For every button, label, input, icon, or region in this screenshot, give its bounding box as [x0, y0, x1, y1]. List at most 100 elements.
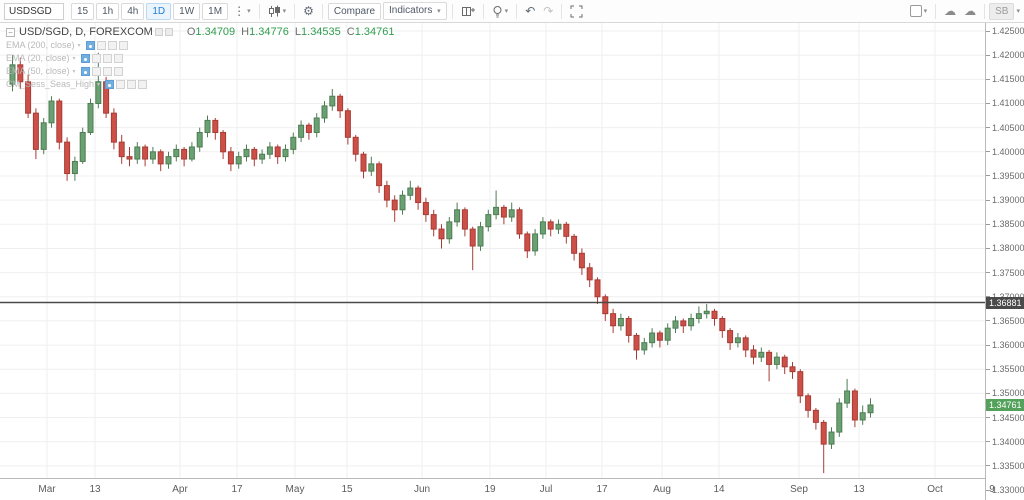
price-tick: 1.34000 [986, 437, 1024, 447]
price-tick: 1.39500 [986, 171, 1024, 181]
study-more-button[interactable] [113, 66, 123, 76]
price-tick: 1.37500 [986, 268, 1024, 278]
candle-body [586, 267, 593, 281]
study-delete-button[interactable] [102, 66, 112, 76]
ohlc-value: 1.34761 [354, 26, 395, 38]
symbol-title[interactable]: USD/SGD, D, FOREXCOM [19, 26, 153, 38]
toolbar-separator [258, 3, 260, 19]
indicators-button[interactable]: Indicators ▾ [383, 2, 447, 20]
study-more-button[interactable] [113, 53, 123, 63]
candle-body [422, 202, 429, 216]
candle-body [438, 228, 445, 240]
candle-body [376, 163, 383, 187]
load-chart-button[interactable]: ☁ [940, 5, 960, 17]
caret-down-icon: ▾ [1016, 8, 1020, 15]
caret-down-icon: ▾ [282, 8, 287, 15]
legend-quick-icon[interactable] [164, 28, 173, 36]
candle-body [851, 390, 858, 421]
fullscreen-button[interactable] [566, 5, 587, 18]
more-intervals-button[interactable]: ⋮ ▾ [229, 5, 255, 17]
interval-button-1W[interactable]: 1W [173, 2, 201, 20]
study-legend-row: EMA (200, close) ▾ [6, 39, 395, 51]
interval-button-1h[interactable]: 1h [96, 2, 120, 20]
study-settings-button[interactable] [96, 40, 106, 50]
interval-button-15[interactable]: 15 [71, 2, 95, 20]
price-tick: 1.34500 [986, 413, 1024, 423]
study-eye-button[interactable] [80, 66, 90, 76]
price-axis[interactable]: 1.42500 1.42000 1.41500 1.41000 1.40500 1.400… [985, 23, 1024, 500]
cloud-download-icon: ☁ [944, 4, 957, 18]
candle-body [407, 187, 414, 196]
save-chart-button[interactable]: ☁ [960, 5, 980, 17]
study-name[interactable]: EMA (20, close) [6, 53, 70, 63]
study-eye-button[interactable] [105, 79, 115, 89]
compare-button[interactable]: Compare [327, 2, 382, 20]
study-eye-button[interactable] [85, 40, 95, 50]
lightbulb-icon [493, 5, 502, 17]
time-axis[interactable]: Mar 13 Apr 17 May 15 Jun 19 Jul 17 Aug 14 Sep 13 Oct 9 [0, 478, 995, 500]
candle-body [734, 337, 741, 344]
chart-style-button[interactable]: ▾ [264, 5, 291, 18]
candle-body [633, 334, 640, 351]
toolbar-separator [482, 3, 484, 19]
legend-quick-icon[interactable] [154, 28, 163, 36]
candle-body [399, 194, 406, 211]
sb-button[interactable]: SB [989, 2, 1015, 20]
study-more-button[interactable] [118, 40, 128, 50]
ideas-button[interactable]: ▾ [488, 5, 513, 18]
caret-down-icon: ▾ [72, 55, 76, 62]
time-tick: Jul [539, 484, 553, 495]
candle-body [157, 151, 164, 165]
redo-button[interactable]: ↷ [539, 5, 557, 17]
interval-button-4h[interactable]: 4h [121, 2, 145, 20]
chart-plot-area[interactable]: − USD/SGD, D, FOREXCOM O 1.34709 H 1.34776 L… [0, 23, 985, 478]
candle-body [344, 110, 351, 138]
study-settings-button[interactable] [116, 79, 126, 89]
candle-body [805, 395, 812, 411]
undo-button[interactable]: ↶ [521, 5, 539, 17]
time-tick: Sep [790, 484, 808, 495]
price-tick: 1.36000 [986, 340, 1024, 350]
candle-body [32, 112, 39, 150]
study-name[interactable]: CM_Sess_Seas_High [6, 79, 95, 89]
study-name[interactable]: EMA (50, close) [6, 66, 70, 76]
study-settings-button[interactable] [91, 53, 101, 63]
candle-body [750, 349, 757, 358]
candle-body [555, 223, 562, 230]
time-tick: 13 [89, 484, 101, 495]
candle-body [110, 112, 117, 143]
study-delete-button[interactable] [102, 53, 112, 63]
study-more-button[interactable] [138, 79, 148, 89]
caret-down-icon: ▾ [247, 8, 251, 15]
candle-body [797, 371, 804, 397]
study-eye-button[interactable] [80, 53, 90, 63]
chart-layout-template-button[interactable] [457, 5, 479, 18]
candle-body [516, 209, 523, 235]
candle-body [477, 226, 484, 247]
study-name[interactable]: EMA (200, close) [6, 40, 75, 50]
ohlc-key: C [346, 26, 355, 38]
legend-collapse-icon[interactable]: − [6, 27, 15, 37]
candle-body [313, 117, 320, 133]
candle-body [204, 119, 211, 133]
interval-button-1M[interactable]: 1M [202, 2, 229, 20]
settings-button[interactable]: ⚙ [299, 5, 318, 17]
study-delete-button[interactable] [127, 79, 137, 89]
caret-down-icon: ▾ [437, 8, 441, 15]
candle-body [563, 223, 570, 237]
last-price-label: 1.34761 [986, 398, 1024, 411]
candle-body [688, 318, 695, 327]
chart-grid-layout-button[interactable]: ▾ [906, 5, 932, 17]
candle-body [298, 124, 305, 138]
symbol-input[interactable] [4, 2, 64, 20]
candle-body [251, 148, 258, 160]
study-delete-button[interactable] [107, 40, 117, 50]
candle-body [454, 209, 461, 223]
candle-body [430, 214, 437, 230]
ohlc-key: O [186, 26, 196, 38]
candle-body [758, 351, 765, 358]
study-settings-button[interactable] [91, 66, 101, 76]
interval-button-1D[interactable]: 1D [146, 2, 172, 20]
candle-body [508, 209, 515, 218]
